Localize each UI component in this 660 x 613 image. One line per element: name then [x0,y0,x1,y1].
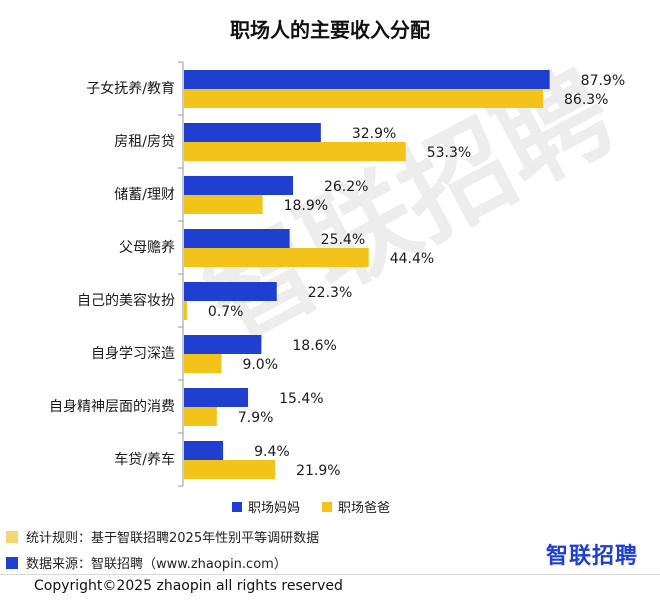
bar-fathers [184,195,263,214]
category-label: 储蓄/理财 [114,187,175,203]
note-rule: 统计规则：基于智联招聘2025年性别平等调研数据 [6,527,319,546]
legend-label: 职场爸爸 [338,501,390,516]
category-label: 车贷/养车 [114,451,175,468]
note-source-swatch [6,556,18,569]
data-label: 53.3% [427,145,471,161]
bar-mothers [184,123,321,142]
note-rule-swatch [6,530,18,543]
data-label: 9.4% [254,444,290,460]
bar-fathers [184,301,187,320]
bar-mothers [184,441,224,460]
data-label: 44.4% [390,251,434,267]
bar-fathers [184,142,406,161]
category-label: 父母赡养 [119,240,175,256]
category-label: 自己的美容妆扮 [77,292,175,309]
note-source: 数据来源：智联招聘（www.zhaopin.com） [6,553,319,572]
brand-logo: 智联招聘 [545,544,638,569]
copyright-text: Copyright©2025 zhaopin all rights reserv… [34,578,343,594]
bar-chart: 子女抚养/教育 87.9% 86.3% 房租/房贷 32.9% 53.3% 储蓄/理财 26.… [49,61,625,516]
bar-mothers [184,176,293,195]
data-label: 15.4% [279,391,323,407]
note-rule-text: 统计规则：基于智联招聘2025年性别平等调研数据 [26,531,320,546]
chart-title: 职场人的主要收入分配 [230,18,430,42]
bar-mothers [184,70,550,89]
bar-fathers [184,354,222,373]
category-label: 房租/房贷 [114,134,175,150]
bar-mothers [184,335,262,354]
legend-swatch [322,502,332,512]
legend-label: 职场妈妈 [248,501,300,516]
data-label: 18.6% [292,338,336,354]
bar-fathers [184,407,217,426]
data-label: 86.3% [564,92,608,108]
category-label: 子女抚养/教育 [86,80,175,97]
bar-mothers [184,229,290,248]
note-source-text: 数据来源：智联招聘（www.zhaopin.com） [26,557,287,572]
bar-mothers [184,282,277,301]
notes: 统计规则：基于智联招聘2025年性别平等调研数据 数据来源：智联招聘（www.z… [6,527,319,579]
bar-mothers [184,388,249,407]
bar-fathers [184,248,369,267]
data-label: 25.4% [321,232,365,248]
footer-divider [0,574,660,575]
bar-fathers [184,89,544,108]
data-label: 26.2% [324,179,368,195]
data-label: 18.9% [284,198,328,214]
data-label: 0.7% [208,304,244,320]
data-label: 21.9% [296,463,340,479]
legend-swatch [232,502,242,512]
data-label: 9.0% [242,357,278,373]
data-label: 22.3% [308,285,352,301]
category-label: 自身学习深造 [91,346,175,362]
data-label: 7.9% [238,410,274,426]
category-label: 自身精神层面的消费 [49,399,175,415]
data-label: 32.9% [352,126,396,142]
bar-fathers [184,460,276,479]
data-label: 87.9% [581,73,625,89]
